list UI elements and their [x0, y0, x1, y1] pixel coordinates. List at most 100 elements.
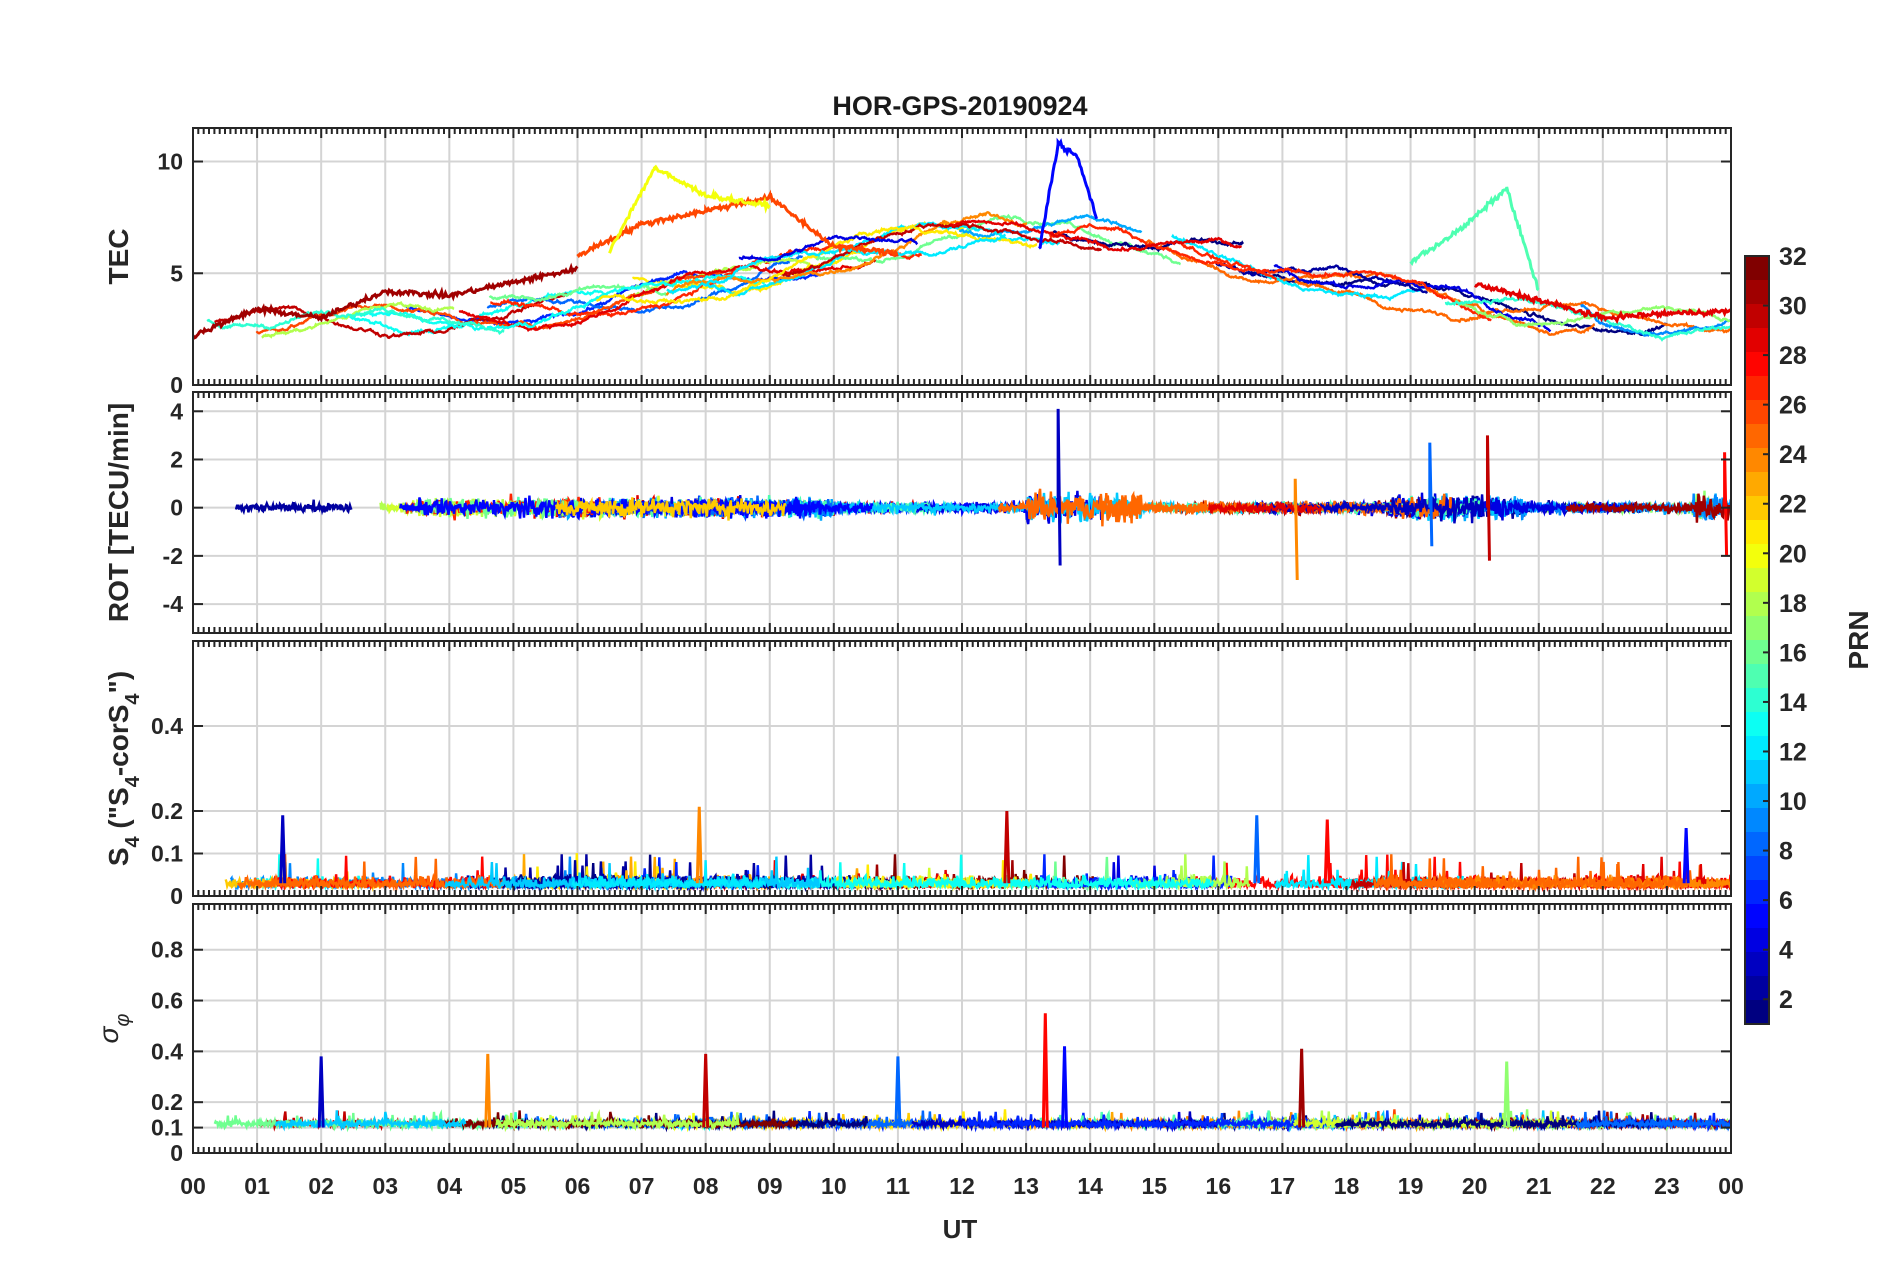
panel-tec: 0 5 10 TEC — [103, 127, 1732, 398]
sigphi-peak — [1061, 1046, 1069, 1128]
colorbar-tick-label: 6 — [1779, 887, 1793, 915]
sigphi-peak — [484, 1053, 492, 1128]
y-tick-label: 0.2 — [151, 798, 183, 824]
x-axis-label: UT — [943, 1214, 978, 1244]
x-tick-label: 18 — [1334, 1173, 1360, 1199]
series-line-prn-12 — [571, 860, 766, 892]
series-line-prn-18 — [261, 301, 455, 339]
series-line-prn-11 — [274, 1110, 467, 1132]
x-tick-label: 06 — [565, 1173, 591, 1199]
colorbar-tick-label: 32 — [1779, 243, 1807, 271]
colorbar-tick-label: 20 — [1779, 540, 1807, 568]
x-tick-label: 07 — [629, 1173, 655, 1199]
x-tick-label: 22 — [1590, 1173, 1616, 1199]
y-tick-label: 0 — [170, 372, 183, 398]
series-group — [193, 137, 1731, 342]
rot-peak — [1056, 408, 1062, 566]
sigphi-peak — [1041, 1013, 1049, 1128]
panel-s4: 0 0.1 0.2 0.4 S4 ("S4-corS4") — [103, 640, 1732, 909]
colorbar-tick-label: 8 — [1779, 838, 1793, 866]
series-line-prn-25 — [1294, 278, 1731, 334]
series-line-prn-8 — [1575, 1111, 1731, 1132]
series-line-prn-13 — [776, 854, 1215, 893]
sigphi-peak — [1503, 1061, 1511, 1128]
series-line-prn-6 — [961, 1111, 1336, 1133]
x-tick-label: 02 — [308, 1173, 334, 1199]
x-tick-label: 21 — [1526, 1173, 1552, 1199]
s4-peak — [1323, 819, 1331, 884]
s4-peak — [1682, 827, 1690, 884]
series-line-prn-18 — [495, 1109, 740, 1133]
series-line-prn-20 — [608, 164, 771, 254]
panel-sigphi: 00.10.2 0.4 0.6 0.8 σφ — [93, 903, 1732, 1166]
rot-peak — [1293, 478, 1299, 581]
colorbar-tick-label: 18 — [1779, 590, 1807, 618]
colorbar-gradient — [1744, 255, 1770, 1025]
colorbar-tick-label: 28 — [1779, 342, 1807, 370]
colorbar-tick-label: 4 — [1779, 937, 1793, 965]
colorbar-tick-label: 10 — [1779, 788, 1807, 816]
x-tick-label: 19 — [1398, 1173, 1424, 1199]
series-line-prn-29 — [1474, 282, 1731, 325]
series-line-prn-15 — [1409, 186, 1540, 292]
x-tick-label: 13 — [1013, 1173, 1039, 1199]
rot-peak — [1723, 452, 1729, 556]
series-line-prn-27 — [1049, 222, 1492, 322]
y-tick-label: 10 — [157, 149, 183, 175]
series-line-prn-24 — [665, 211, 1028, 296]
y-tick-label: 0.4 — [151, 1038, 183, 1064]
x-tick-label: 17 — [1270, 1173, 1296, 1199]
x-tick-label: 20 — [1462, 1173, 1488, 1199]
sigphi-peak — [1298, 1048, 1306, 1128]
colorbar-tick-label: 26 — [1779, 392, 1807, 420]
x-tick-label: 04 — [437, 1173, 463, 1199]
series-line-prn-22 — [555, 496, 787, 521]
x-tick-label: 14 — [1077, 1173, 1103, 1199]
series-line-prn-27 — [1175, 239, 1278, 281]
series-line-prn-29 — [1208, 499, 1323, 517]
series-line-prn-31 — [1565, 493, 1731, 523]
series-line-prn-10 — [958, 213, 1143, 239]
s4-peak — [695, 806, 703, 884]
series-group — [224, 806, 1731, 893]
x-tick-label: 16 — [1206, 1173, 1232, 1199]
rot-peak — [1485, 435, 1491, 561]
x-tick-label: 11 — [886, 1173, 911, 1199]
series-line-prn-25 — [1145, 239, 1596, 336]
sigphi-peak — [894, 1056, 902, 1128]
x-tick-label: 00 — [180, 1173, 206, 1199]
series-line-prn-29 — [950, 219, 1242, 253]
x-ticks — [192, 904, 1732, 1153]
series-line-prn-5 — [1037, 137, 1099, 250]
colorbar-tick-label: 16 — [1779, 639, 1807, 667]
x-tick-label: 09 — [757, 1173, 783, 1199]
series-line-prn-25 — [1373, 854, 1689, 892]
panel-rot: -4 -2 0 2 4 ROT [TECU/min] — [103, 391, 1732, 634]
y-tick-label: -4 — [163, 591, 184, 617]
sigphi-peak — [702, 1053, 710, 1128]
x-ticks — [192, 392, 1732, 633]
rot-peak — [1428, 442, 1434, 547]
y-tick-label: 0 — [170, 883, 183, 909]
colorbar-tick-label: 22 — [1779, 491, 1807, 519]
y-axis-label-rot: ROT [TECU/min] — [103, 403, 134, 622]
x-tick-label: 15 — [1141, 1173, 1167, 1199]
chart-title: HOR-GPS-20190924 — [832, 91, 1087, 121]
y-tick-label: 0 — [170, 495, 183, 521]
series-line-prn-31 — [193, 262, 579, 340]
y-tick-label: 0.8 — [151, 937, 183, 963]
series-line-prn-30 — [781, 222, 1103, 277]
y-tick-label: 0.1 — [151, 1115, 183, 1141]
x-tick-label: 00 — [1718, 1173, 1744, 1199]
colorbar-tick-label: 14 — [1779, 689, 1807, 717]
series-group — [234, 408, 1731, 581]
y-axis-label-sigphi: σφ — [93, 1014, 134, 1044]
y-tick-label: 0 — [170, 1140, 183, 1166]
series-line-prn-14 — [206, 306, 505, 335]
y-tick-label: 0.6 — [151, 988, 183, 1014]
series-line-prn-4 — [738, 234, 919, 262]
y-tick-label: 0.2 — [151, 1089, 183, 1115]
colorbar-tick-label: 24 — [1779, 441, 1807, 469]
x-tick-label: 10 — [821, 1173, 847, 1199]
